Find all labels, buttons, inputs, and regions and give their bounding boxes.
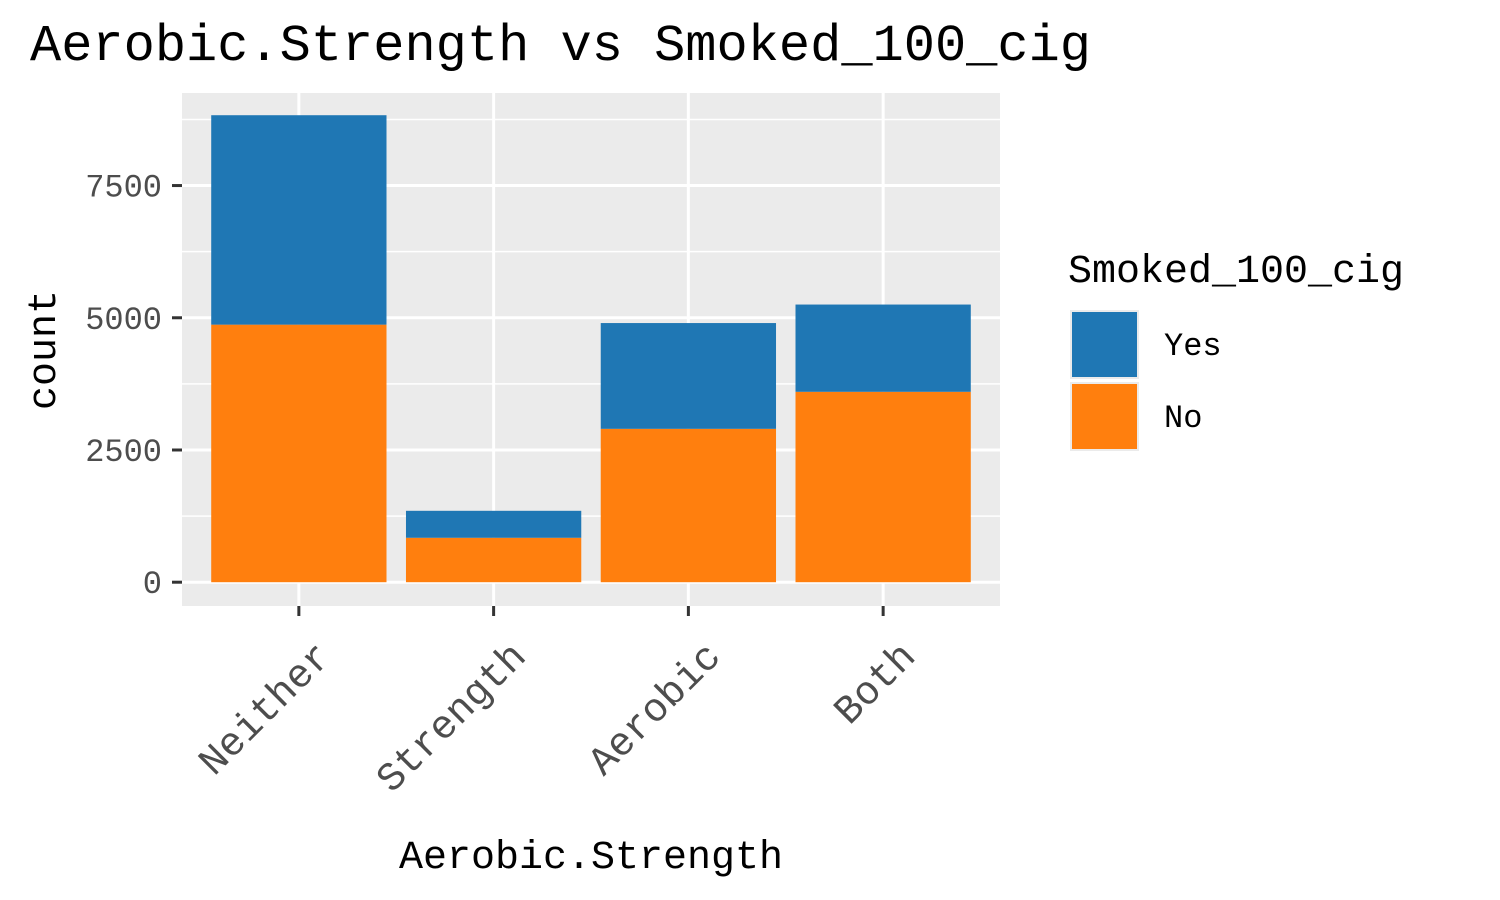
x-tick-label: Strength [369, 635, 537, 803]
legend-items: Yes No [1070, 310, 1222, 451]
bar-neither-yes [211, 115, 387, 325]
legend-label-yes: Yes [1164, 328, 1222, 365]
x-axis-title: Aerobic.Strength [399, 836, 783, 881]
bar-neither-no [211, 324, 387, 583]
legend-title: Smoked_100_cig [1068, 250, 1404, 295]
y-tick-label: 7500 [85, 170, 162, 207]
bar-strength-yes [405, 510, 582, 538]
y-tick-label: 2500 [85, 434, 162, 471]
bar-aerobic-no [600, 428, 777, 583]
legend-swatch-no [1072, 384, 1137, 449]
legend-swatch-yes [1072, 312, 1137, 377]
x-tick-label: Both [827, 635, 927, 735]
x-axis: Neither Strength Aerobic Both [192, 606, 927, 803]
bars [211, 115, 971, 583]
x-tick-label: Neither [192, 635, 343, 786]
bar-both-no [795, 391, 971, 583]
legend: Smoked_100_cig Yes No [1068, 250, 1404, 451]
bar-aerobic-yes [600, 323, 777, 429]
y-tick-label: 0 [143, 566, 162, 603]
bar-strength-no [405, 537, 582, 583]
chart-title: Aerobic.Strength vs Smoked_100_cig [30, 17, 1091, 76]
y-axis: 0 2500 5000 7500 [85, 170, 182, 603]
legend-label-no: No [1164, 400, 1202, 437]
bar-both-yes [795, 304, 971, 392]
plot-panel [182, 93, 1000, 606]
y-axis-title: count [23, 290, 68, 410]
y-tick-label: 5000 [85, 302, 162, 339]
x-tick-label: Aerobic [581, 635, 732, 786]
